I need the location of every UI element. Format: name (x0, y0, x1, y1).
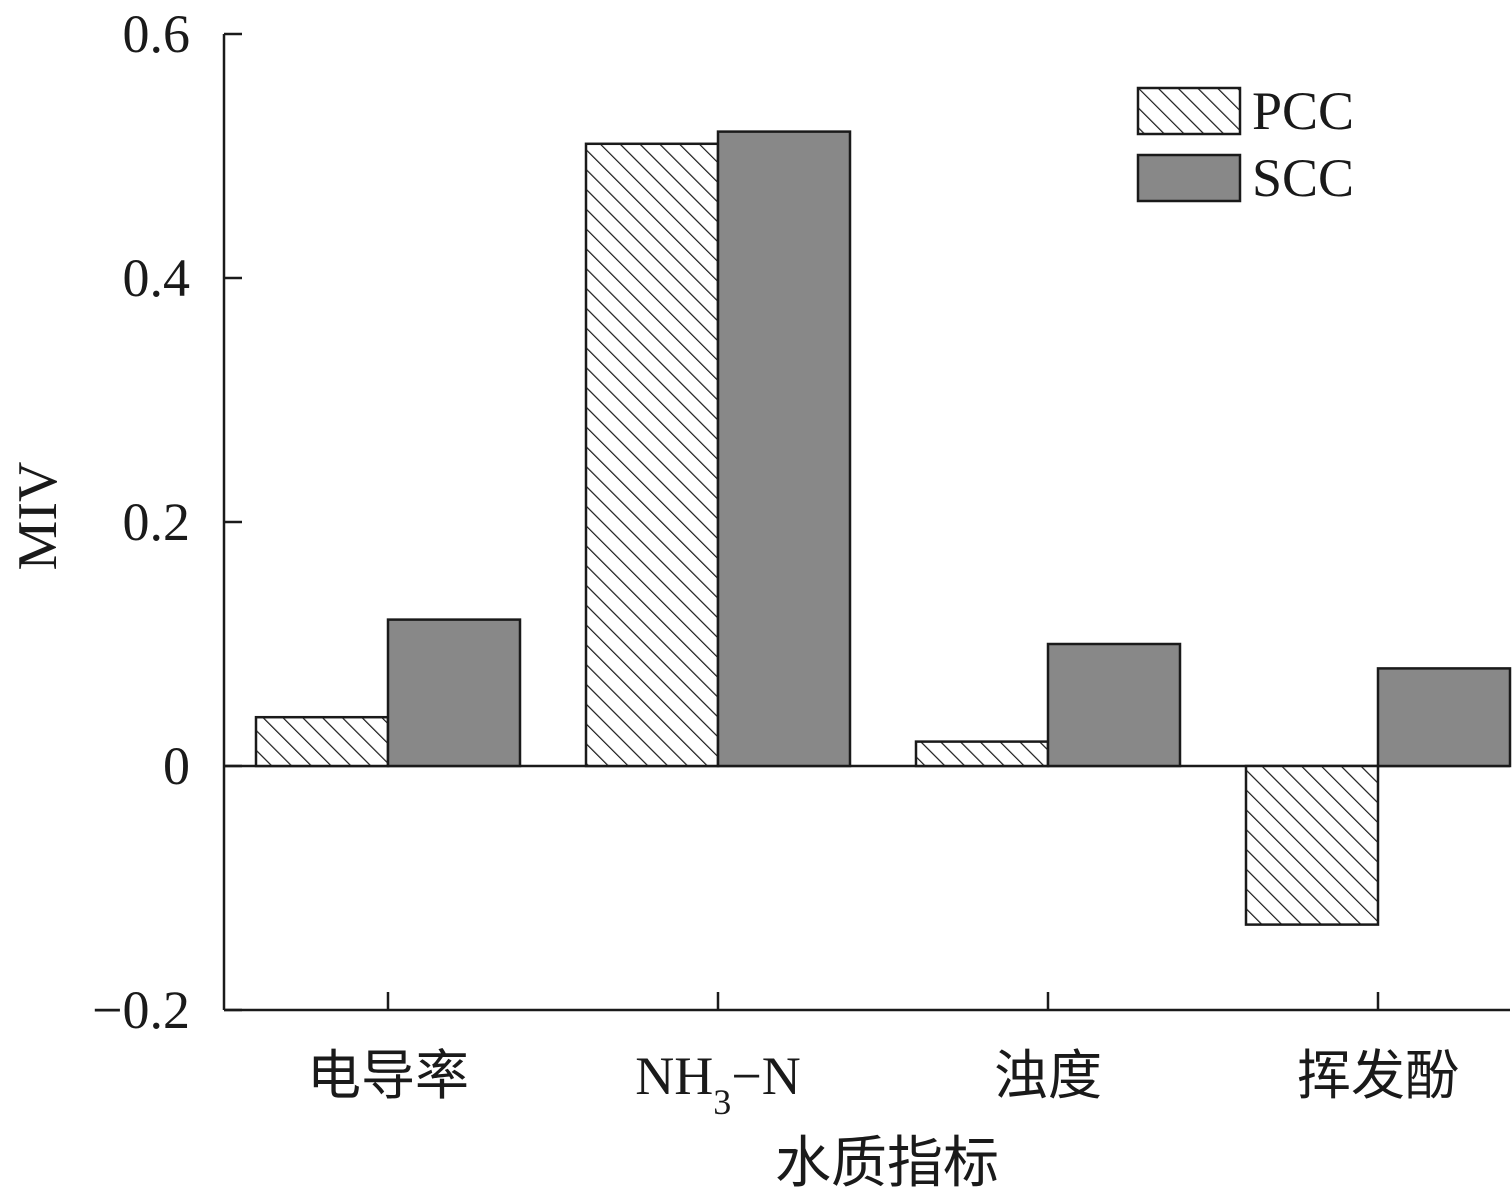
legend-swatch-pcc (1136, 86, 1242, 136)
y-tick-label: 0 (163, 736, 190, 796)
x-tick-label: 浊度 (994, 1046, 1102, 1106)
legend-swatch-scc (1136, 153, 1242, 203)
y-tick-label: 0.2 (123, 492, 191, 552)
bar-pcc-4 (1244, 764, 1380, 926)
bar-scc-4 (1376, 667, 1512, 768)
bar-pcc-3 (914, 740, 1050, 768)
x-tick-label: 电导率 (307, 1046, 469, 1106)
bar-pcc-1 (254, 715, 390, 768)
legend-label-scc: SCC (1252, 148, 1354, 208)
bar-scc-2 (716, 130, 852, 768)
legend: PCC SCC (1136, 81, 1354, 208)
x-tick-label: NH3−N (635, 1046, 800, 1122)
legend-label-pcc: PCC (1252, 81, 1354, 141)
bar-pcc-2 (584, 142, 720, 768)
y-axis-title: MIV (7, 462, 69, 571)
bar-scc-3 (1046, 642, 1182, 768)
plot-area: −0.2 0 0.2 0.4 0.6 电导率 NH3−N 浊度 挥发酚 (92, 4, 1512, 1122)
y-tick-label: −0.2 (92, 980, 190, 1040)
x-tick-label: 挥发酚 (1297, 1046, 1459, 1106)
bar-scc-1 (386, 618, 522, 768)
y-tick-label: 0.4 (123, 248, 191, 308)
x-axis-title: 水质指标 (775, 1133, 999, 1195)
y-tick-label: 0.6 (123, 4, 191, 64)
